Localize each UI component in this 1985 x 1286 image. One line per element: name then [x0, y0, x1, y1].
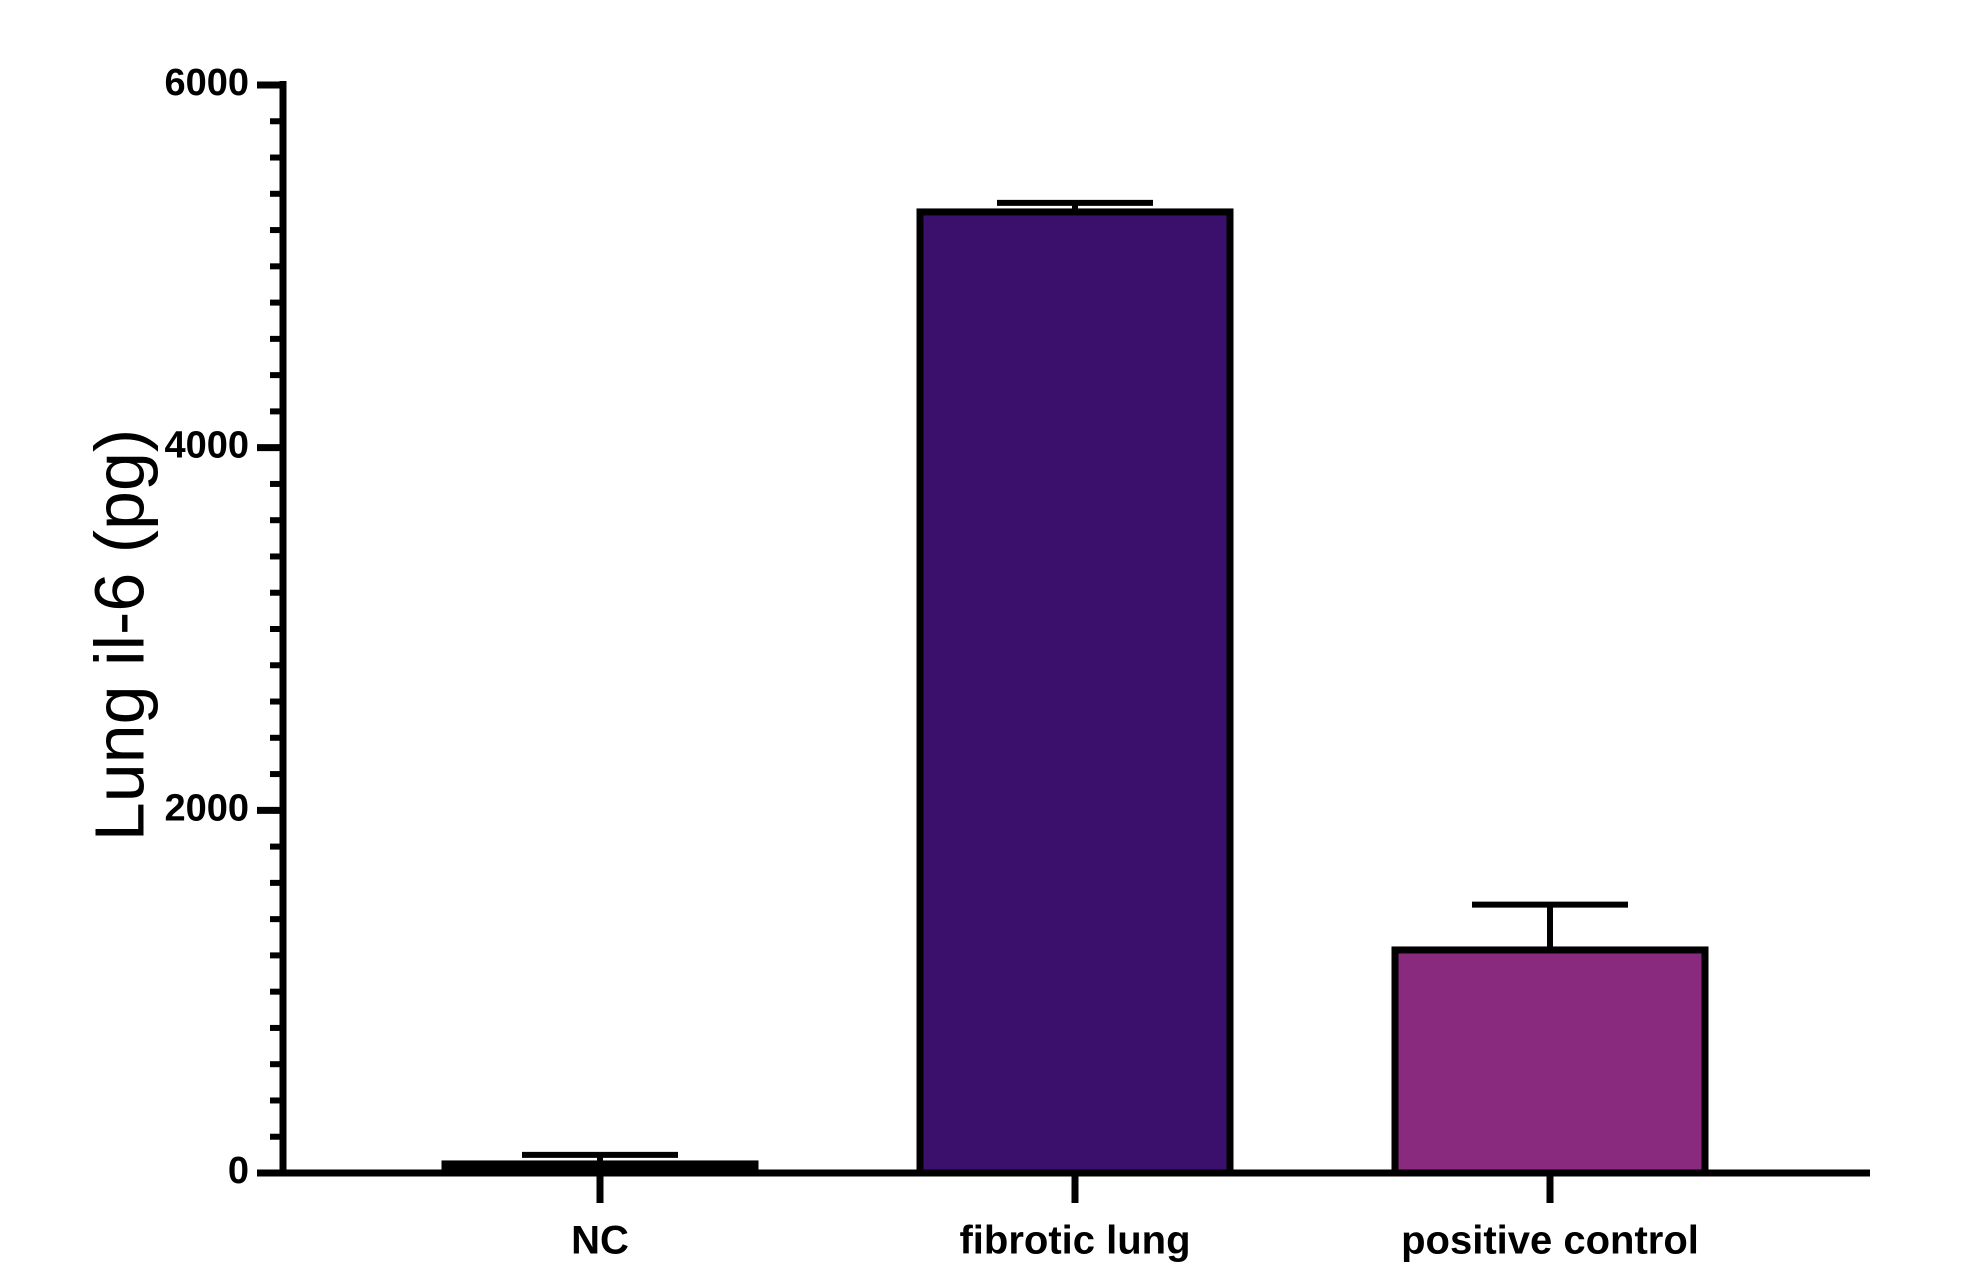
bar-positive-control	[1391, 946, 1709, 1177]
y-tick-label: 6000	[164, 62, 249, 104]
x-tick-label: fibrotic lung	[959, 1219, 1190, 1263]
y-tick-label: 0	[228, 1150, 249, 1192]
x-tick-label: NC	[571, 1219, 629, 1263]
tick-labels: 0 2000 4000 6000 NC fibrotic lung positive con…	[164, 62, 1698, 1263]
y-axis-title: Lung il-6 (pg)	[80, 429, 158, 841]
bar-nc	[441, 1160, 759, 1177]
y-tick-label: 4000	[164, 425, 249, 467]
x-tick-label: positive control	[1401, 1219, 1699, 1263]
bars	[441, 199, 1709, 1177]
y-tick-label: 2000	[164, 787, 249, 829]
bar-fibrotic-lung	[916, 208, 1234, 1177]
